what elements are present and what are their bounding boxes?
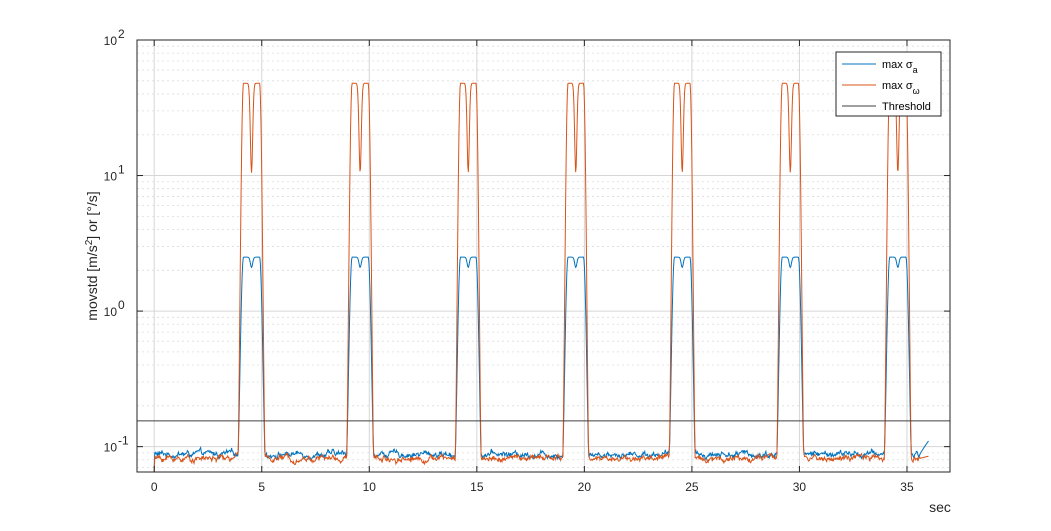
legend[interactable]: max σa max σω Threshold bbox=[835, 51, 942, 117]
legend-label: max σa bbox=[882, 59, 918, 75]
x-tick-label: 0 bbox=[151, 480, 158, 494]
ticks: 10 -110 010 110 20 5 10 15 20 25 30 35 bbox=[104, 27, 950, 494]
y-tick-label-exponent: -1 bbox=[118, 434, 129, 448]
x-tick-label: 35 bbox=[900, 480, 914, 494]
plot-border bbox=[136, 39, 951, 473]
x-tick-label: 20 bbox=[578, 480, 592, 494]
y-tick-label-exponent: 2 bbox=[118, 27, 125, 41]
x-tick-label: 25 bbox=[685, 480, 699, 494]
x-tick-label: 30 bbox=[793, 480, 807, 494]
x-axis-label: sec bbox=[929, 499, 951, 515]
legend-label: Threshold bbox=[882, 101, 931, 113]
legend-box bbox=[835, 51, 942, 117]
y-tick-label-exponent: 0 bbox=[118, 298, 125, 312]
y-tick-label: 10 bbox=[104, 305, 118, 319]
legend-label: max σω bbox=[882, 80, 920, 96]
plot-area: 10 -110 010 110 20 5 10 15 20 25 30 35 bbox=[104, 27, 951, 494]
series-layer bbox=[137, 82, 950, 472]
series-line-sigma-a bbox=[153, 256, 929, 468]
plot-background bbox=[137, 40, 950, 472]
x-tick-label: 15 bbox=[470, 480, 484, 494]
series-line-sigma-omega bbox=[153, 82, 929, 472]
y-tick-label: 10 bbox=[104, 441, 118, 455]
y-axis-label: movstd [m/s2] or [°/s] bbox=[84, 191, 101, 320]
y-tick-label: 10 bbox=[104, 170, 118, 184]
y-tick-label: 10 bbox=[104, 34, 118, 48]
x-tick-label: 10 bbox=[363, 480, 377, 494]
x-tick-label: 5 bbox=[258, 480, 265, 494]
y-tick-label-exponent: 1 bbox=[118, 163, 125, 177]
